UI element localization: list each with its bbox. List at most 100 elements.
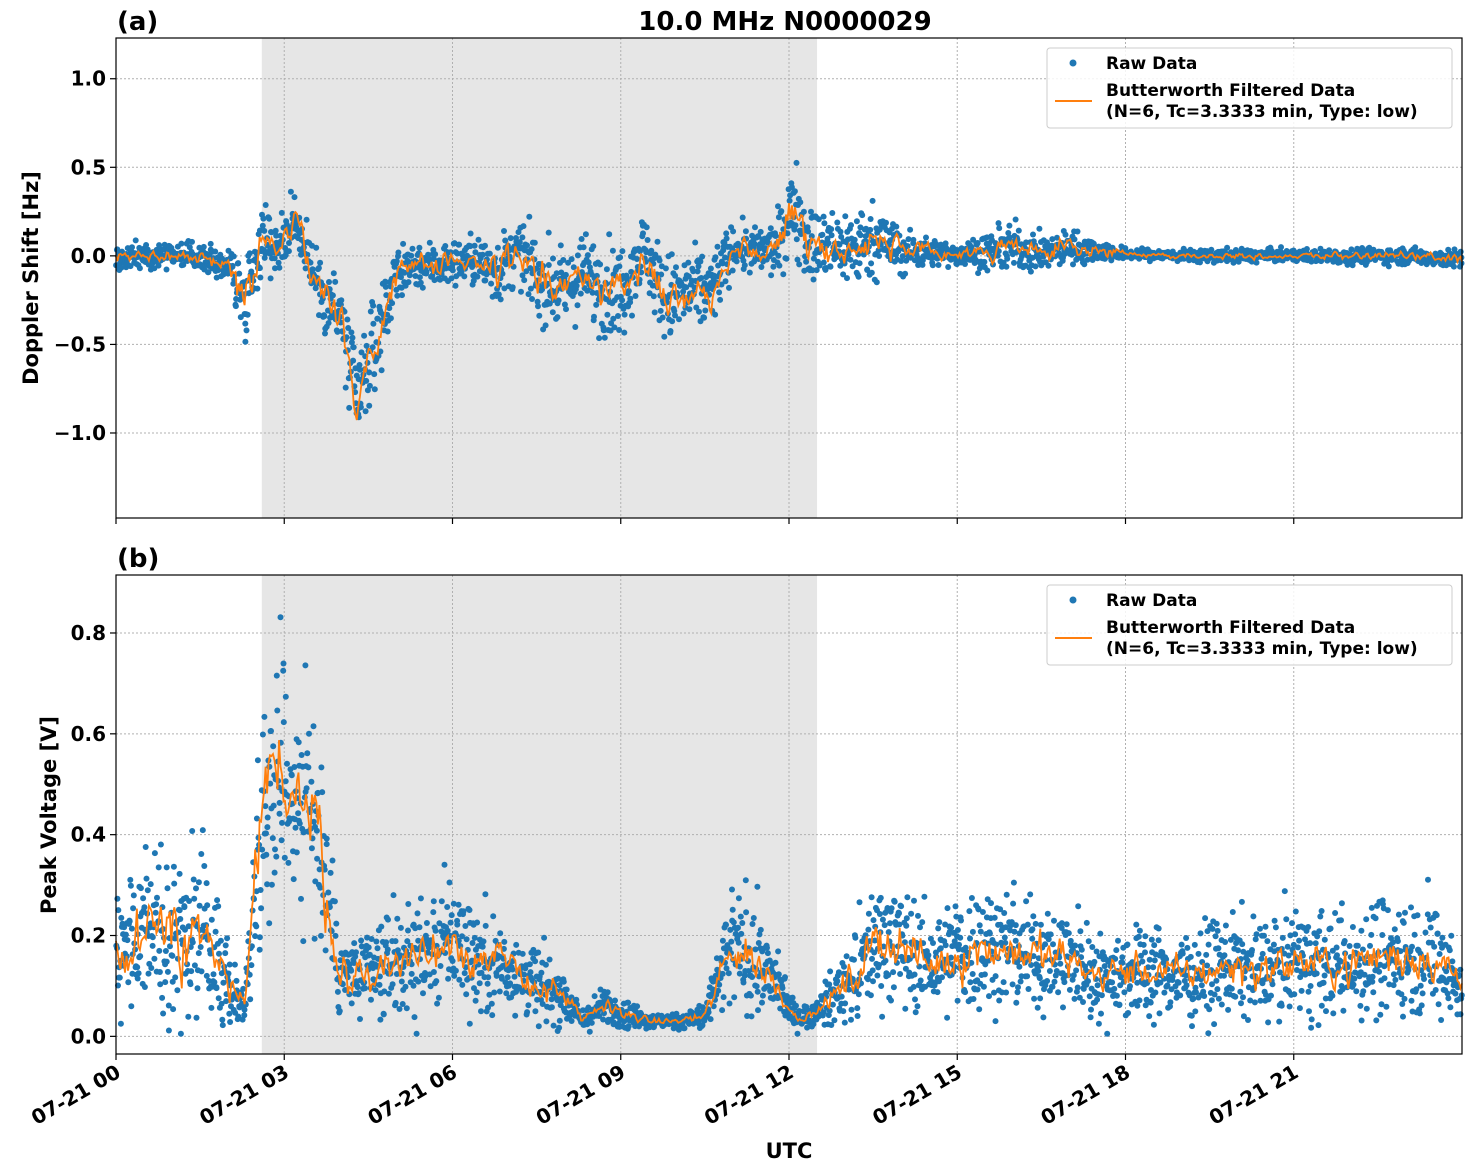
raw-data-point: [852, 242, 859, 249]
raw-data-point: [143, 875, 150, 882]
raw-data-point: [1306, 1008, 1312, 1015]
raw-data-point: [879, 1013, 886, 1020]
raw-data-point: [527, 969, 534, 976]
raw-data-point: [377, 1016, 384, 1023]
raw-data-point: [604, 989, 611, 996]
raw-data-point: [1315, 1022, 1322, 1029]
raw-data-point: [344, 316, 351, 323]
raw-data-point: [430, 969, 437, 975]
raw-data-point: [496, 988, 503, 995]
raw-data-point: [1003, 891, 1010, 898]
raw-data-point: [163, 266, 170, 273]
raw-data-point: [148, 965, 155, 971]
raw-data-point: [1030, 913, 1037, 920]
raw-data-point: [782, 974, 788, 981]
raw-data-point: [752, 224, 758, 231]
raw-data-point: [437, 276, 444, 283]
raw-data-point: [874, 972, 881, 979]
raw-data-point: [177, 916, 184, 922]
raw-data-point: [1151, 957, 1158, 964]
raw-data-point: [363, 342, 370, 349]
raw-data-point: [859, 212, 866, 219]
raw-data-point: [279, 819, 285, 826]
raw-data-point: [264, 824, 271, 831]
raw-data-point: [475, 236, 482, 243]
raw-data-point: [919, 919, 926, 926]
raw-data-point: [739, 920, 746, 926]
raw-data-point: [867, 216, 874, 222]
raw-data-point: [723, 230, 730, 237]
raw-data-point: [1152, 989, 1159, 996]
raw-data-point: [188, 968, 195, 975]
raw-data-point: [1078, 946, 1085, 953]
raw-data-point: [754, 988, 761, 995]
raw-data-point: [671, 308, 678, 314]
raw-data-point: [259, 846, 266, 853]
raw-data-point: [879, 916, 886, 923]
raw-data-point: [1051, 978, 1058, 985]
raw-data-point: [1061, 979, 1068, 986]
raw-data-point: [246, 250, 253, 257]
raw-data-point: [325, 889, 332, 896]
raw-data-point: [944, 905, 951, 912]
raw-data-point: [518, 288, 524, 295]
raw-data-point: [1184, 944, 1191, 951]
raw-data-point: [426, 239, 433, 246]
raw-data-point: [742, 877, 749, 884]
raw-data-point: [1201, 993, 1208, 999]
raw-data-point: [541, 934, 548, 941]
raw-data-point: [259, 731, 266, 738]
raw-data-point: [741, 262, 748, 269]
raw-data-point: [231, 961, 238, 968]
raw-data-point: [1191, 941, 1198, 948]
raw-data-point: [1222, 939, 1229, 945]
raw-data-point: [242, 320, 249, 327]
raw-data-point: [413, 1030, 420, 1037]
raw-data-point: [261, 713, 268, 720]
raw-data-point: [177, 1030, 184, 1037]
raw-data-point: [685, 259, 692, 266]
raw-data-point: [968, 895, 975, 901]
raw-data-point: [562, 271, 569, 278]
raw-data-point: [278, 209, 285, 216]
raw-data-point: [1111, 985, 1118, 992]
raw-data-point: [1037, 995, 1044, 1002]
raw-data-point: [463, 936, 470, 943]
raw-data-point: [348, 967, 355, 974]
raw-data-point: [853, 218, 860, 225]
raw-data-point: [692, 239, 699, 246]
raw-data-point: [784, 230, 791, 237]
raw-data-point: [935, 262, 942, 268]
raw-data-point: [686, 306, 693, 313]
raw-data-point: [257, 274, 264, 281]
raw-data-point: [488, 280, 495, 287]
raw-data-point: [215, 903, 222, 910]
raw-data-point: [470, 277, 477, 284]
raw-data-point: [1080, 999, 1086, 1005]
raw-data-point: [757, 228, 764, 235]
raw-data-point: [1197, 930, 1204, 937]
raw-data-point: [542, 961, 549, 968]
raw-data-point: [141, 904, 148, 911]
raw-data-point: [775, 948, 782, 955]
raw-data-point: [1281, 888, 1288, 895]
raw-data-point: [650, 293, 657, 300]
raw-data-point: [446, 879, 453, 886]
raw-data-point: [967, 935, 973, 942]
raw-data-point: [697, 258, 704, 265]
raw-data-point: [627, 295, 634, 302]
raw-data-point: [986, 930, 993, 937]
raw-data-point: [919, 261, 926, 268]
raw-data-point: [216, 950, 222, 957]
raw-data-point: [432, 927, 439, 934]
raw-data-point: [731, 994, 738, 1001]
raw-data-point: [271, 869, 278, 876]
raw-data-point: [726, 1000, 733, 1007]
raw-data-point: [609, 247, 616, 254]
raw-data-point: [775, 971, 782, 978]
raw-data-point: [873, 279, 880, 286]
raw-data-point: [904, 894, 911, 901]
raw-data-point: [423, 268, 430, 275]
raw-data-point: [520, 223, 527, 230]
raw-data-point: [430, 898, 437, 905]
